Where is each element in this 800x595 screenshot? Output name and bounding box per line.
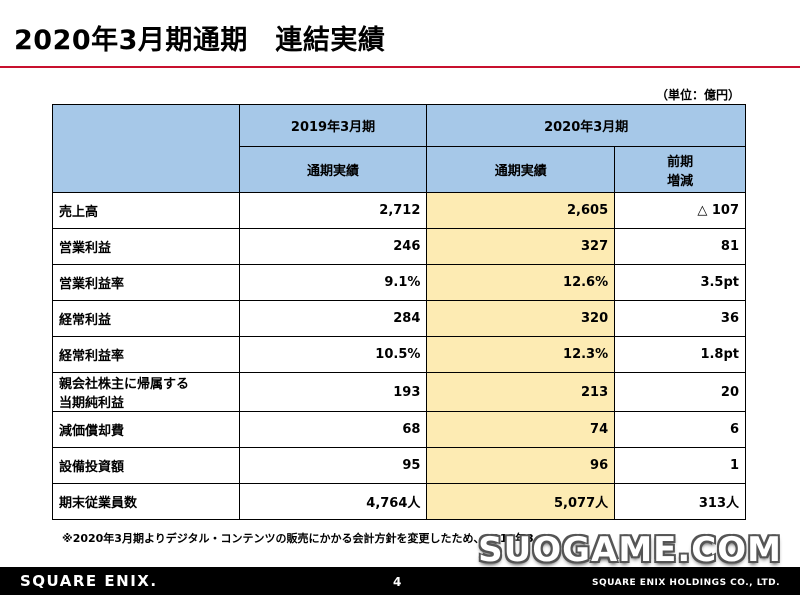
page-number: 4	[393, 575, 402, 589]
value-prev: 284	[238, 300, 428, 337]
footer-logo: SQUARE ENIX.	[20, 572, 158, 590]
value-curr: 5,077人	[426, 483, 616, 520]
table-row: 設備投資額 95 96 1	[52, 447, 746, 484]
table-row: 経常利益 284 320 36	[52, 300, 746, 337]
table-row: 期末従業員数 4,764人 5,077人 313人	[52, 483, 746, 520]
table-row: 親会社株主に帰属する 当期純利益 193 213 20	[52, 372, 746, 412]
table-row: 営業利益率 9.1% 12.6% 3.5pt	[52, 264, 746, 301]
value-change: 20	[614, 372, 746, 412]
header-sub-change: 前期 増減	[614, 146, 746, 193]
value-curr: 327	[426, 228, 616, 265]
value-curr: 2,605	[426, 192, 616, 229]
table-row: 営業利益 246 327 81	[52, 228, 746, 265]
results-table: 2019年3月期 2020年3月期 通期実績 通期実績 前期 増減 売上高 2,…	[52, 104, 746, 520]
row-label-line2: 当期純利益	[59, 396, 125, 411]
row-label: 経常利益	[52, 300, 240, 337]
footnote: ※2020年3月期よりデジタル・コンテンツの販売にかかる会計方針を変更したため、…	[62, 532, 534, 545]
header-sub-change-line1: 前期	[667, 154, 694, 170]
table-row: 減価償却費 68 74 6	[52, 411, 746, 448]
value-curr: 12.6%	[426, 264, 616, 301]
value-change: 81	[614, 228, 746, 265]
value-curr: 12.3%	[426, 336, 616, 373]
page-title: 2020年3月期通期 連結実績	[14, 25, 386, 56]
title-divider	[0, 66, 800, 68]
value-curr: 213	[426, 372, 616, 412]
value-change: 313人	[614, 483, 746, 520]
value-curr: 74	[426, 411, 616, 448]
unit-note: （単位：億円）	[655, 88, 740, 102]
row-label: 経常利益率	[52, 336, 240, 373]
value-prev: 193	[238, 372, 428, 412]
row-label: 営業利益	[52, 228, 240, 265]
value-prev: 2,712	[238, 192, 428, 229]
value-prev: 10.5%	[238, 336, 428, 373]
watermark: SUOGAME.COM	[478, 530, 782, 570]
row-label: 設備投資額	[52, 447, 240, 484]
header-period-prev: 2019年3月期	[238, 104, 428, 147]
header-corner	[52, 104, 240, 193]
footer-company: SQUARE ENIX HOLDINGS CO., LTD.	[591, 578, 780, 588]
row-label: 営業利益率	[52, 264, 240, 301]
value-prev: 95	[238, 447, 428, 484]
header-sub-prev: 通期実績	[238, 146, 428, 193]
header-sub-curr: 通期実績	[426, 146, 616, 193]
value-change: △ 107	[614, 192, 746, 229]
value-prev: 68	[238, 411, 428, 448]
row-label: 減価償却費	[52, 411, 240, 448]
value-curr: 320	[426, 300, 616, 337]
footer-bar	[0, 567, 800, 595]
value-change: 6	[614, 411, 746, 448]
row-label: 売上高	[52, 192, 240, 229]
value-curr: 96	[426, 447, 616, 484]
row-label: 親会社株主に帰属する 当期純利益	[52, 372, 240, 412]
value-prev: 9.1%	[238, 264, 428, 301]
value-change: 3.5pt	[614, 264, 746, 301]
header-sub-change-line2: 増減	[667, 173, 694, 189]
value-prev: 4,764人	[238, 483, 428, 520]
row-label: 期末従業員数	[52, 483, 240, 520]
value-change: 36	[614, 300, 746, 337]
table-row: 売上高 2,712 2,605 △ 107	[52, 192, 746, 229]
row-label-line1: 親会社株主に帰属する	[59, 377, 190, 392]
value-prev: 246	[238, 228, 428, 265]
value-change: 1.8pt	[614, 336, 746, 373]
value-change: 1	[614, 447, 746, 484]
header-period-curr: 2020年3月期	[426, 104, 746, 147]
table-row: 経常利益率 10.5% 12.3% 1.8pt	[52, 336, 746, 373]
